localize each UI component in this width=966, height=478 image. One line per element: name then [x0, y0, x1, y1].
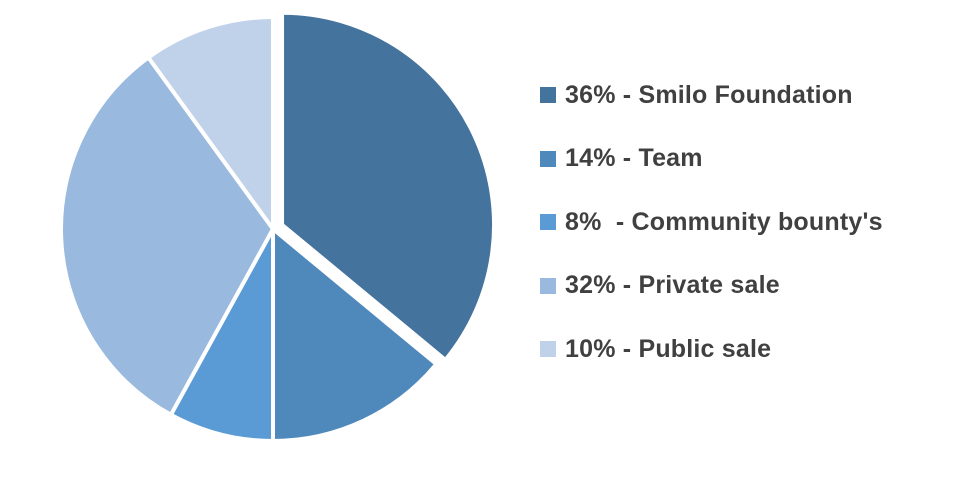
legend-item: 32% - Private sale	[540, 266, 950, 306]
legend-swatch	[540, 150, 556, 167]
legend-swatch	[540, 341, 556, 357]
legend-item: 36% - Smilo Foundation	[540, 75, 950, 115]
pie-slices	[59, 10, 497, 443]
legend-swatch	[540, 214, 556, 230]
chart-legend: 36% - Smilo Foundation 14% - Team 8% - C…	[540, 75, 950, 393]
legend-label: 14% - Team	[565, 144, 703, 172]
legend-swatch	[540, 87, 556, 103]
pie-slice	[271, 227, 439, 443]
legend-label: 8% - Community bounty's	[565, 207, 883, 236]
legend-label: 36% - Smilo Foundation	[565, 80, 853, 109]
legend-label: 10% - Public sale	[565, 334, 772, 363]
pie-slice	[59, 55, 275, 417]
legend-item: 8% - Community bounty's	[540, 202, 950, 242]
pie-slice	[146, 15, 275, 231]
legend-swatch	[540, 277, 556, 294]
pie-slice	[168, 227, 275, 443]
pie-slice	[280, 10, 497, 362]
legend-item: 10% - Public sale	[540, 329, 950, 369]
legend-item: 14% - Team	[540, 139, 950, 179]
legend-label: 32% - Private sale	[565, 271, 780, 299]
